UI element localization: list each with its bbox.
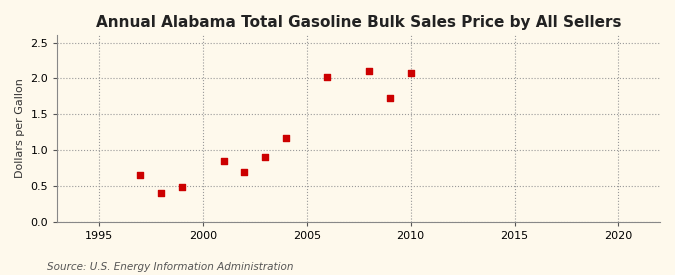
Point bbox=[260, 155, 271, 160]
Point bbox=[405, 71, 416, 76]
Point bbox=[322, 75, 333, 79]
Point bbox=[156, 191, 167, 195]
Point bbox=[218, 159, 229, 163]
Text: Source: U.S. Energy Information Administration: Source: U.S. Energy Information Administ… bbox=[47, 262, 294, 272]
Y-axis label: Dollars per Gallon: Dollars per Gallon bbox=[15, 79, 25, 178]
Point bbox=[281, 136, 292, 140]
Point bbox=[135, 173, 146, 177]
Point bbox=[177, 185, 188, 189]
Point bbox=[364, 69, 375, 73]
Point bbox=[385, 96, 396, 101]
Title: Annual Alabama Total Gasoline Bulk Sales Price by All Sellers: Annual Alabama Total Gasoline Bulk Sales… bbox=[96, 15, 622, 30]
Point bbox=[239, 169, 250, 174]
